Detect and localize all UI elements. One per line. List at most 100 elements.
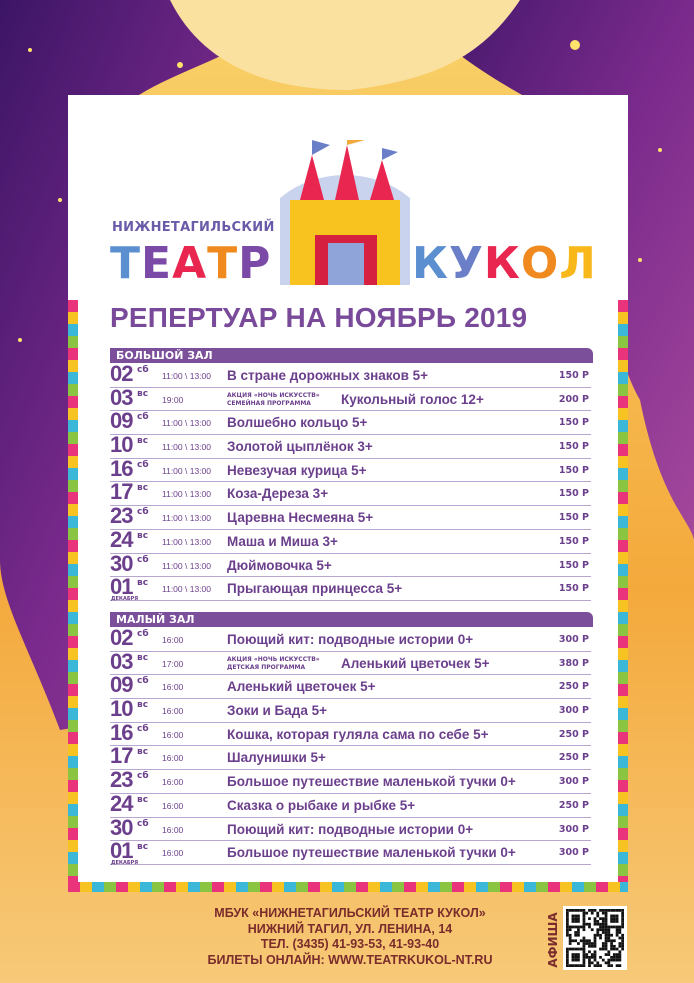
promo-line-2: ДЕТСКАЯ ПРОГРАММА: [227, 663, 306, 671]
schedule-row[interactable]: 09 сб 11:00 \ 13:00 Волшебно кольцо 5+ 150 Р: [110, 410, 591, 436]
event-title: Поющий кит: подводные истории 0+: [227, 821, 474, 837]
event-date: 02: [110, 625, 134, 650]
event-time: 16:00: [162, 777, 184, 788]
event-month: ДЕКАБРЯ: [111, 595, 139, 602]
event-title: Волшебно кольцо 5+: [227, 415, 368, 431]
event-time: 19:00: [162, 394, 184, 405]
footer-address: НИЖНИЙ ТАГИЛ, УЛ. ЛЕНИНА, 14: [247, 921, 453, 936]
event-weekday: сб: [137, 771, 149, 782]
castle-logo-icon: [280, 140, 410, 285]
event-time: 11:00 \ 13:00: [162, 513, 211, 524]
event-title: Маша и Миша 3+: [227, 533, 338, 549]
event-title: В стране дорожных знаков 5+: [227, 368, 429, 383]
event-date: 23: [110, 503, 134, 529]
event-weekday: вс: [137, 747, 149, 758]
schedule-row[interactable]: 03 вс 17:00 АКЦИЯ «НОЧЬ ИСКУССТВ» ДЕТСКАЯ ПР…: [110, 650, 591, 676]
schedule-row[interactable]: 01 вс ДЕКАБРЯ 16:00 Большое путешествие мале…: [110, 838, 591, 865]
event-weekday: сб: [137, 507, 149, 518]
promo-line-1: АКЦИЯ «НОЧЬ ИСКУССТВ»: [227, 655, 320, 663]
event-time: 16:00: [162, 753, 184, 764]
event-date: 10: [110, 696, 134, 722]
event-title: Кукольный голос 12+: [341, 391, 484, 407]
event-price: 150 Р: [558, 512, 589, 524]
event-weekday: сб: [137, 412, 149, 423]
event-date: 03: [110, 384, 134, 410]
event-title: Зоки и Бада 5+: [227, 703, 327, 719]
logo-letter: Е: [141, 238, 173, 289]
event-weekday: сб: [137, 629, 149, 639]
event-price: 250 Р: [558, 752, 589, 764]
event-date: 17: [110, 479, 134, 505]
event-title: Шалунишки 5+: [227, 750, 326, 766]
schedule-row[interactable]: 01 вс ДЕКАБРЯ 11:00 \ 13:00 Прыгающая принце…: [110, 576, 591, 602]
event-date: 01: [110, 838, 134, 864]
event-weekday: вс: [137, 436, 149, 447]
event-price: 300 Р: [558, 634, 589, 645]
schedule-row[interactable]: 17 вс 16:00 Шалунишки 5+ 250 Р: [110, 745, 591, 771]
schedule-row[interactable]: 30 сб 11:00 \ 13:00 Дюймовочка 5+ 150 Р: [110, 552, 591, 578]
event-weekday: вс: [137, 483, 149, 494]
event-date: 24: [110, 526, 134, 552]
event-weekday: сб: [137, 554, 149, 565]
event-time: 17:00: [162, 658, 184, 669]
schedule-row[interactable]: 02 сб 11:00 \ 13:00 В стране дорожных знако…: [110, 363, 591, 388]
schedule-row[interactable]: 24 вс 11:00 \ 13:00 Маша и Миша 3+ 150 Р: [110, 526, 591, 554]
event-time: 16:00: [162, 800, 184, 811]
event-time: 16:00: [162, 682, 184, 693]
event-date: 10: [110, 432, 134, 458]
event-time: 11:00 \ 13:00: [162, 584, 211, 595]
event-weekday: вс: [137, 530, 149, 541]
schedule-row[interactable]: 09 сб 16:00 Аленький цветочек 5+ 250 Р: [110, 674, 591, 700]
event-title: Прыгающая принцесса 5+: [227, 581, 403, 597]
event-time: 11:00 \ 13:00: [162, 442, 211, 453]
schedule-row[interactable]: 10 вс 11:00 \ 13:00 Золотой цыплёнок 3+ 150 …: [110, 432, 591, 459]
event-weekday: вс: [137, 652, 149, 663]
logo-word-teatr: ТЕАТР: [110, 238, 271, 289]
event-price: 300 Р: [558, 705, 589, 717]
event-title: Поющий кит: подводные истории 0+: [227, 632, 474, 647]
schedule-row[interactable]: 24 вс 16:00 Сказка о рыбаке и рыбке 5+ 250 Р: [110, 792, 591, 818]
event-price: 150 Р: [558, 441, 589, 453]
logo-subtitle: НИЖНЕТАГИЛЬСКИЙ: [112, 220, 275, 235]
event-weekday: сб: [137, 459, 149, 470]
event-price: 380 Р: [558, 657, 589, 669]
schedule-row[interactable]: 23 сб 11:00 \ 13:00 Царевна Несмеяна 5+ 150 …: [110, 503, 591, 530]
event-promo-note: АКЦИЯ «НОЧЬ ИСКУССТВ» СЕМЕЙНАЯ ПРОГРАММА: [227, 392, 320, 408]
schedule-row[interactable]: 16 сб 11:00 \ 13:00 Невезучая курица 5+ 150 …: [110, 455, 591, 483]
event-title: Коза-Дереза 3+: [227, 486, 329, 502]
event-weekday: вс: [137, 842, 149, 853]
event-date: 16: [110, 455, 134, 481]
schedule-row[interactable]: 16 сб 16:00 Кошка, которая гуляла сама по с…: [110, 721, 591, 747]
event-title: Сказка о рыбаке и рыбке 5+: [227, 797, 416, 813]
event-price: 150 Р: [558, 535, 589, 547]
event-weekday: сб: [137, 818, 149, 829]
footer-website-link[interactable]: БИЛЕТЫ ОНЛАЙН: WWW.TEATRKUKOL-NT.RU: [207, 952, 493, 967]
promo-line-1: АКЦИЯ «НОЧЬ ИСКУССТВ»: [227, 391, 320, 399]
flag-garland-left: [68, 300, 78, 890]
event-promo-note: АКЦИЯ «НОЧЬ ИСКУССТВ» ДЕТСКАЯ ПРОГРАММА: [227, 656, 320, 672]
footer-phone: ТЕЛ. (3435) 41-93-53, 41-93-40: [260, 937, 440, 951]
qr-code-icon[interactable]: [563, 906, 627, 970]
afisha-label: АФИША: [546, 912, 560, 968]
event-title: Невезучая курица 5+: [227, 462, 367, 478]
logo-letter: У: [448, 238, 484, 289]
schedule-row[interactable]: 23 сб 16:00 Большое путешествие маленькой т…: [110, 769, 591, 794]
schedule-row[interactable]: 10 вс 16:00 Зоки и Бада 5+ 300 Р: [110, 696, 591, 723]
schedule-row[interactable]: 30 сб 16:00 Поющий кит: подводные истории 0…: [110, 816, 591, 842]
schedule-row[interactable]: 03 вс 19:00 АКЦИЯ «НОЧЬ ИСКУССТВ» СЕМЕЙНАЯ П…: [110, 384, 591, 412]
footer-org: МБУК «НИЖНЕТАГИЛЬСКИЙ ТЕАТР КУКОЛ»: [214, 906, 486, 920]
event-weekday: вс: [137, 578, 149, 589]
event-time: 11:00 \ 13:00: [162, 371, 211, 381]
event-time: 16:00: [162, 848, 184, 859]
schedule-row[interactable]: 02 сб 16:00 Поющий кит: подводные истории 0…: [110, 625, 591, 652]
event-weekday: вс: [137, 700, 149, 711]
event-price: 150 Р: [558, 370, 589, 381]
schedule-row[interactable]: 17 вс 11:00 \ 13:00 Коза-Дереза 3+ 150 Р: [110, 479, 591, 507]
event-title: Золотой цыплёнок 3+: [227, 439, 373, 455]
logo-letter: К: [483, 238, 521, 289]
event-time: 11:00 \ 13:00: [162, 465, 211, 476]
flag-garland-right: [618, 300, 628, 890]
event-price: 150 Р: [558, 417, 589, 429]
event-time: 11:00 \ 13:00: [162, 489, 211, 500]
event-price: 250 Р: [558, 681, 589, 693]
